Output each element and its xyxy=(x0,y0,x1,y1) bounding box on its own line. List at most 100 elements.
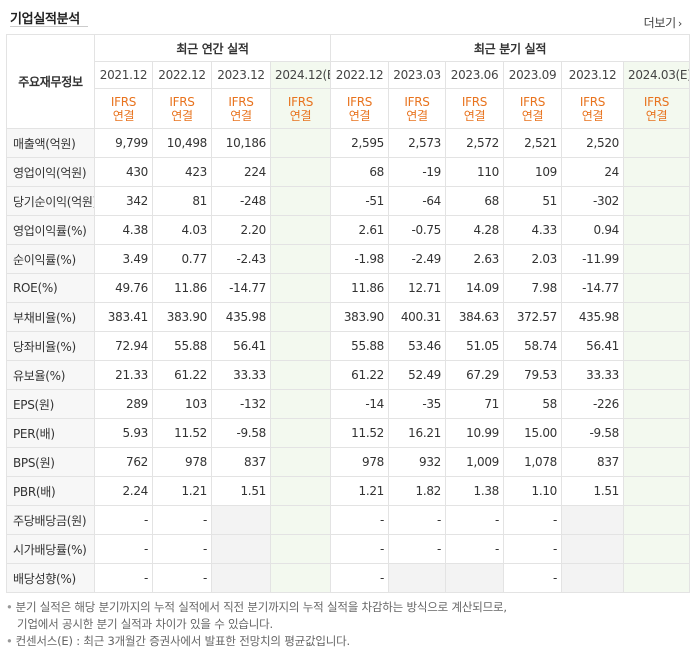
basis-header: IFRS 연결 xyxy=(330,88,390,129)
table-cell xyxy=(269,215,332,245)
table-cell: 224 xyxy=(211,157,271,187)
table-cell xyxy=(623,447,691,477)
row-head: 주요재무정보 xyxy=(6,34,95,129)
table-cell: -51 xyxy=(330,186,390,216)
table-cell xyxy=(211,563,271,593)
bullet-icon: • xyxy=(6,600,13,614)
section-title: 기업실적분석 xyxy=(10,12,80,27)
table-cell xyxy=(623,563,691,593)
period-header: 2022.12 xyxy=(152,61,212,89)
table-cell xyxy=(388,563,447,593)
row-label: 영업이익(억원) xyxy=(6,157,95,187)
table-cell: 423 xyxy=(152,157,212,187)
table-row: 주당배당금(원) - - - - - - xyxy=(6,505,691,535)
basis-ifrs: IFRS xyxy=(461,94,488,109)
period-header: 2023.09 xyxy=(503,61,563,89)
table-cell: 11.52 xyxy=(152,418,212,448)
title-underline xyxy=(10,26,88,27)
period-header: 2022.12 xyxy=(330,61,390,89)
row-label: 매출액(억원) xyxy=(6,128,95,158)
table-cell xyxy=(269,186,332,216)
period-header: 2023.12 xyxy=(561,61,625,89)
period-row: 2021.122022.122023.122024.12(E)2022.1220… xyxy=(7,61,691,89)
table-cell: -226 xyxy=(561,389,625,419)
table-cell: - xyxy=(152,534,212,564)
basis-header: IFRS 연결 xyxy=(561,88,625,129)
table-cell xyxy=(623,244,691,274)
more-label: 더보기 xyxy=(643,16,677,30)
table-cell: - xyxy=(388,534,447,564)
table-row: 영업이익(억원) 430 423 224 68 -19 110 109 24 xyxy=(6,157,691,187)
table-cell: 67.29 xyxy=(445,360,505,390)
period-header: 2024.03(E) xyxy=(623,61,691,89)
table-cell: 435.98 xyxy=(561,302,625,332)
table-cell xyxy=(269,534,332,564)
table-cell xyxy=(623,360,691,390)
footnote-1-cont: 기업에서 공시한 분기 실적과 차이가 있을 수 있습니다. xyxy=(6,616,689,633)
table-cell: 81 xyxy=(152,186,212,216)
table-row: 시가배당률(%) - - - - - - xyxy=(6,534,691,564)
basis-ifrs: IFRS xyxy=(643,94,670,109)
table-cell: 51.05 xyxy=(445,331,505,361)
basis-consolidated: 연결 xyxy=(581,108,604,123)
table-cell: 1.10 xyxy=(503,476,563,506)
table-cell: 33.33 xyxy=(211,360,271,390)
table-cell: 762 xyxy=(94,447,153,477)
table-cell: 289 xyxy=(94,389,153,419)
table-cell xyxy=(269,476,332,506)
row-label: 유보율(%) xyxy=(6,360,95,390)
row-label: 주당배당금(원) xyxy=(6,505,95,535)
period-header: 2023.03 xyxy=(388,61,447,89)
table-cell: -9.58 xyxy=(211,418,271,448)
table-row: BPS(원) 762 978 837 978 932 1,009 1,078 837 xyxy=(6,447,691,477)
table-cell: 33.33 xyxy=(561,360,625,390)
table-cell: 58.74 xyxy=(503,331,563,361)
table-cell: 2,573 xyxy=(388,128,447,158)
row-label: ROE(%) xyxy=(6,273,95,303)
table-row: 영업이익률(%) 4.38 4.03 2.20 2.61 -0.75 4.28 4.33 0.9… xyxy=(6,215,691,245)
basis-header: IFRS 연결 xyxy=(94,88,153,129)
table-cell: - xyxy=(94,505,153,535)
table-cell: 435.98 xyxy=(211,302,271,332)
table-cell: -9.58 xyxy=(561,418,625,448)
table-cell: - xyxy=(503,563,563,593)
table-cell: 372.57 xyxy=(503,302,563,332)
more-link[interactable]: 더보기 › xyxy=(643,14,683,31)
table-cell: - xyxy=(330,505,390,535)
row-label: EPS(원) xyxy=(6,389,95,419)
footnotes: • 분기 실적은 해당 분기까지의 누적 실적에서 직전 분기까지의 누적 실적을… xyxy=(6,599,689,648)
table-cell: 1.38 xyxy=(445,476,505,506)
table-cell: -14.77 xyxy=(211,273,271,303)
table-body: 매출액(억원) 9,799 10,498 10,186 2,595 2,573 2,572 2… xyxy=(6,128,691,593)
table-row: 당좌비율(%) 72.94 55.88 56.41 55.88 53.46 51.05 58.… xyxy=(6,331,691,361)
table-cell: 1,009 xyxy=(445,447,505,477)
table-cell: -14.77 xyxy=(561,273,625,303)
basis-ifrs: IFRS xyxy=(346,94,373,109)
table-cell: 383.90 xyxy=(330,302,390,332)
table-cell: 11.86 xyxy=(152,273,212,303)
basis-consolidated: 연결 xyxy=(521,108,544,123)
table-cell xyxy=(269,360,332,390)
footnote-2-text: 컨센서스(E) : 최근 3개월간 증권사에서 발표한 전망치의 평균값입니다. xyxy=(15,634,351,648)
table-cell: -248 xyxy=(211,186,271,216)
table-cell xyxy=(269,157,332,187)
table-cell: 58 xyxy=(503,389,563,419)
section-header: 기업실적분석 더보기 › xyxy=(6,0,688,34)
row-label: 당좌비율(%) xyxy=(6,331,95,361)
basis-ifrs: IFRS xyxy=(110,94,137,109)
table-cell: 2.03 xyxy=(503,244,563,274)
table-cell: -1.98 xyxy=(330,244,390,274)
financial-table: 주요재무정보 최근 연간 실적 최근 분기 실적 2021.12 2022.12 2… xyxy=(6,34,691,593)
table-cell: 2.61 xyxy=(330,215,390,245)
table-cell xyxy=(561,563,625,593)
table-cell: 7.98 xyxy=(503,273,563,303)
table-cell: 14.09 xyxy=(445,273,505,303)
table-cell: 430 xyxy=(94,157,153,187)
table-cell: - xyxy=(330,534,390,564)
table-cell: - xyxy=(94,563,153,593)
table-cell: 384.63 xyxy=(445,302,505,332)
table-cell: 52.49 xyxy=(388,360,447,390)
basis-header: IFRS 연결 xyxy=(623,88,691,129)
table-row: 부채비율(%) 383.41 383.90 435.98 383.90 400.31 384… xyxy=(6,302,691,332)
table-cell: -0.75 xyxy=(388,215,447,245)
